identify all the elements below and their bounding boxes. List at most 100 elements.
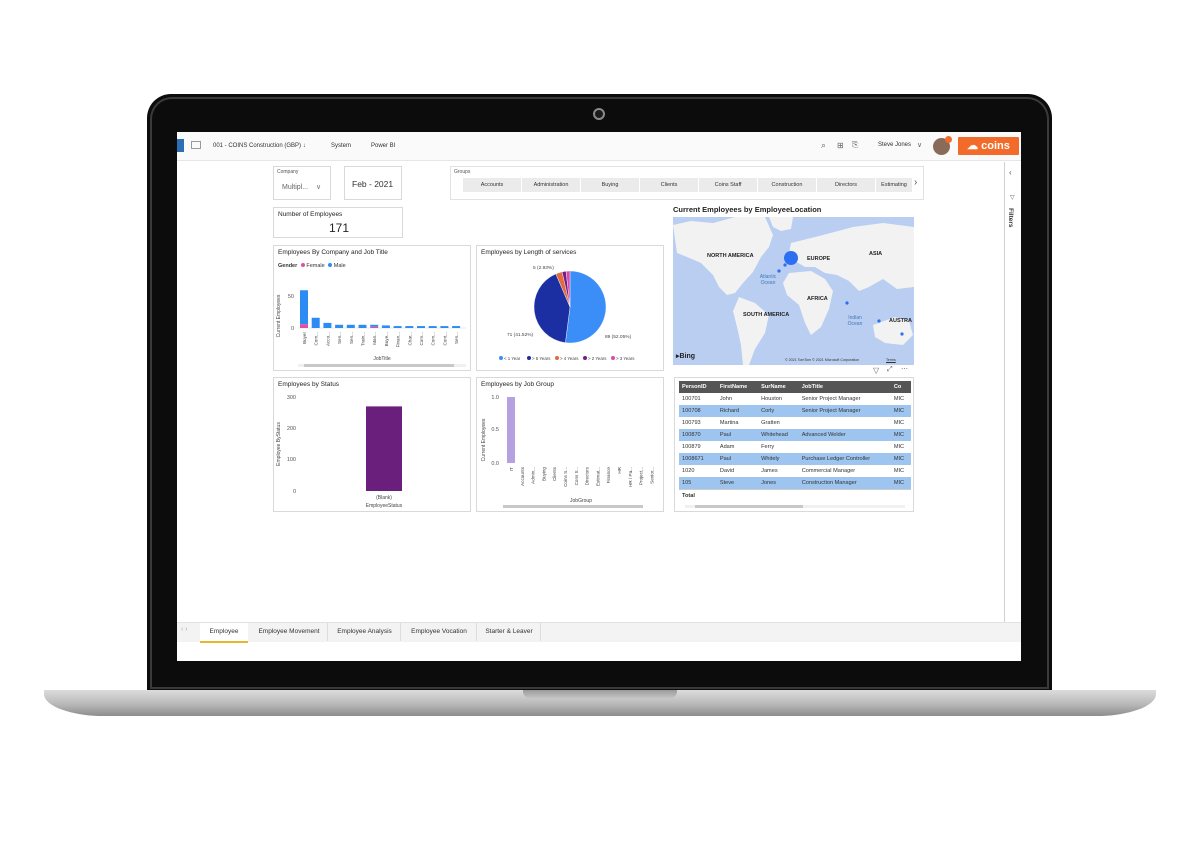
chart-length-of-service[interactable]: Employees by Length of services 5 (2.93%… — [476, 245, 664, 371]
chart-status[interactable]: Employees by Status Employee ByStatus 30… — [273, 377, 471, 512]
location-bubble[interactable] — [783, 263, 787, 267]
legend-label: > 4 Years — [560, 356, 579, 361]
focus-mode-icon[interactable]: ⤢ — [887, 366, 893, 373]
eurasia-shape — [789, 223, 914, 291]
x-tick-label: HR / Pa... — [628, 467, 633, 487]
group-button-construction[interactable]: Construction — [758, 178, 816, 192]
breadcrumb-system[interactable]: System — [331, 143, 352, 149]
cell: MIC — [890, 477, 911, 490]
date-slicer-value[interactable]: Feb - 2021 — [352, 179, 394, 189]
table-row[interactable]: 105 Steve Jones Construction Manager MIC — [679, 477, 911, 490]
date-slicer[interactable]: Feb - 2021 — [344, 166, 402, 200]
group-button-estimating[interactable]: Estimating — [876, 178, 912, 192]
tab-scroll-left-icon[interactable]: ‹ › — [181, 626, 188, 633]
search-icon[interactable]: ⌕ — [821, 140, 827, 150]
y-tick-200: 200 — [287, 426, 296, 432]
coins-logo: ☁ coins — [958, 137, 1019, 155]
legend-dot — [555, 356, 559, 360]
chart-job-group-title: Employees by Job Group — [481, 381, 554, 388]
scrollbar-thumb[interactable] — [304, 364, 454, 367]
filters-pane-label[interactable]: Filters — [1007, 208, 1014, 228]
table-row[interactable]: 100708 Richard Corly Senior Project Manager… — [679, 405, 911, 417]
bar-male — [440, 326, 449, 328]
company-slicer[interactable]: Company Multipl... ∨ — [273, 166, 331, 200]
map-label-atlantic: Atlantic Ocean — [759, 274, 777, 286]
legend-label: > 5 Years — [532, 356, 551, 361]
camera-icon — [593, 108, 605, 120]
apps-grid-icon[interactable]: ⊞ — [837, 141, 844, 150]
tab-employee-analysis[interactable]: Employee Analysis — [329, 623, 401, 641]
chevron-right-icon[interactable]: › — [914, 177, 918, 188]
group-button-clients[interactable]: Clients — [640, 178, 698, 192]
chart-job-group[interactable]: Employees by Job Group Current Employees… — [476, 377, 664, 512]
column-header-personid[interactable]: PersonID — [679, 381, 717, 393]
group-button-buying[interactable]: Buying — [581, 178, 639, 192]
tab-employee-movement[interactable]: Employee Movement — [251, 623, 328, 641]
bar-male — [393, 326, 402, 328]
column-header-company[interactable]: Co — [890, 381, 911, 393]
table-scrollbar-thumb[interactable] — [695, 505, 803, 508]
location-bubble[interactable] — [877, 319, 881, 323]
map-terms-link[interactable]: Terms — [886, 358, 896, 362]
tab-employee[interactable]: Employee — [200, 623, 248, 643]
cell — [716, 489, 759, 502]
bar-job-group — [507, 397, 515, 463]
cell: Advanced Welder — [798, 429, 891, 441]
cell: David — [719, 468, 735, 474]
cell — [798, 489, 891, 502]
breadcrumb-powerbi[interactable]: Power BI — [371, 143, 396, 149]
table-row[interactable]: 1008671 Paul Whitely Purchase Ledger Contro… — [679, 453, 911, 465]
location-bubble[interactable] — [845, 301, 849, 305]
notifications-icon[interactable]: ⎘ — [852, 140, 859, 149]
x-tick-label: Train... — [361, 332, 366, 346]
filter-icon[interactable]: ▽ — [873, 366, 880, 375]
scrollbar-thumb[interactable] — [503, 505, 643, 508]
nav-back-icon[interactable] — [177, 139, 184, 152]
cell: Whitehead — [758, 429, 799, 441]
bar-male — [323, 322, 332, 328]
employee-table[interactable]: PersonID FirstName SurName JobTitle Co 1… — [674, 377, 914, 512]
column-header-surname[interactable]: SurName — [758, 381, 799, 393]
column-header-firstname[interactable]: FirstName — [716, 381, 759, 393]
cell: MIC — [893, 468, 905, 474]
y-tick-0: 0 — [291, 326, 294, 332]
cell: Senior Project Manager — [798, 405, 891, 417]
chart-legend: Gender Female Male — [278, 263, 346, 269]
location-bubble-uk[interactable] — [784, 251, 798, 265]
employee-location-map[interactable]: NORTH AMERICA EUROPE ASIA AFRICA SOUTH A… — [673, 217, 914, 365]
cell: John — [719, 396, 732, 402]
group-button-accounts[interactable]: Accounts — [463, 178, 521, 192]
table-row[interactable]: 100870 Paul Whitehead Advanced Welder MIC — [679, 429, 911, 441]
groups-slicer: Groups Accounts Administration Buying Cl… — [450, 166, 924, 200]
x-tick-label: Sen... — [337, 332, 342, 344]
filters-pane-divider — [1004, 162, 1005, 622]
africa-shape — [783, 271, 833, 335]
breadcrumb-company[interactable]: 001 - COINS Construction (GBP) ↓ — [213, 140, 306, 152]
table-row[interactable]: 1020 David James Commercial Manager MIC — [679, 465, 911, 477]
table-row[interactable]: 100701 John Houston Senior Project Manager M… — [679, 393, 911, 405]
groups-slicer-label: Groups — [454, 169, 471, 175]
pie-slice — [565, 270, 607, 344]
company-slicer-value[interactable]: Multipl... — [282, 184, 309, 191]
tab-employee-vocation[interactable]: Employee Vocation — [402, 623, 477, 641]
greenland-shape — [769, 217, 793, 231]
location-bubble[interactable] — [900, 332, 904, 336]
chevron-down-icon[interactable]: ∨ — [316, 184, 322, 191]
tab-starter-leaver[interactable]: Starter & Leaver — [478, 623, 541, 641]
group-button-administration[interactable]: Administration — [522, 178, 580, 192]
column-header-jobtitle[interactable]: JobTitle — [798, 381, 891, 393]
pie-label-small: 5 (2.93%) — [533, 265, 554, 271]
group-button-coins-staff[interactable]: Coins Staff — [699, 178, 757, 192]
chart-company-jobtitle[interactable]: Employees By Company and Job Title Gende… — [273, 245, 471, 371]
cloud-icon: ☁ — [967, 140, 979, 152]
location-bubble[interactable] — [777, 269, 781, 273]
more-options-icon[interactable]: ⋯ — [901, 366, 908, 373]
collapse-filters-icon[interactable]: ‹ — [1009, 168, 1012, 177]
group-button-directors[interactable]: Directors — [817, 178, 875, 192]
user-menu-chevron-icon[interactable]: ∨ — [917, 142, 923, 149]
user-name[interactable]: Steve Jones — [878, 142, 912, 148]
home-icon[interactable] — [191, 141, 201, 149]
table-row[interactable]: 100793 Martina Gratten MIC — [679, 417, 911, 429]
table-row[interactable]: 100879 Adam Ferry MIC — [679, 441, 911, 453]
legend-dot — [583, 356, 587, 360]
